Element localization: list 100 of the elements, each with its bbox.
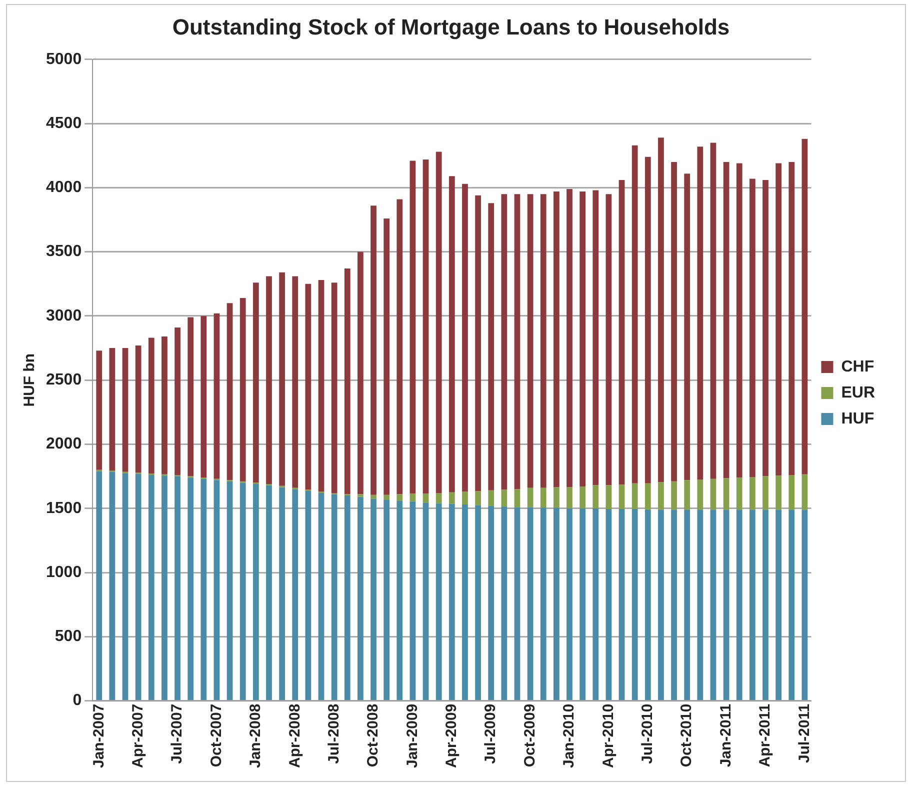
- bar: [527, 488, 534, 508]
- bar: [736, 510, 742, 700]
- bar: [697, 510, 704, 700]
- bar: [749, 476, 756, 510]
- bar: [214, 313, 220, 479]
- bar: [788, 510, 795, 700]
- bar: [226, 481, 233, 700]
- bar: [358, 252, 364, 494]
- bar: [553, 508, 560, 700]
- bar: [331, 282, 338, 493]
- bar: [214, 480, 220, 700]
- x-tick-label: Apr-2010: [600, 704, 617, 768]
- y-tick-label: 500: [54, 628, 82, 646]
- bar: [188, 478, 194, 700]
- bar: [475, 505, 481, 700]
- bar: [723, 162, 730, 478]
- bar: [318, 280, 324, 492]
- x-tick-label: Jul-2007: [168, 704, 186, 764]
- bar: [580, 192, 586, 487]
- bar: [632, 509, 638, 700]
- bar: [802, 138, 808, 474]
- x-tick-label: Jul-2009: [482, 704, 500, 764]
- bar: [788, 162, 795, 476]
- x-tick-label: Oct-2010: [678, 704, 696, 768]
- bar: [162, 476, 168, 700]
- bar: [776, 163, 782, 476]
- x-tick-label: Apr-2011: [756, 704, 774, 768]
- bar: [422, 159, 429, 494]
- bar: [580, 486, 586, 508]
- bar: [384, 500, 390, 700]
- bar: [96, 350, 102, 470]
- bar: [448, 504, 455, 700]
- bar: [122, 473, 128, 700]
- x-tick-label: Apr-2009: [443, 704, 460, 768]
- bar: [266, 276, 272, 484]
- bar: [671, 481, 677, 510]
- bar: [410, 501, 416, 700]
- y-tick-label: 1500: [46, 500, 82, 517]
- bar: [436, 152, 442, 493]
- bar: [174, 476, 180, 700]
- x-tick-label: Jan-2007: [90, 704, 108, 768]
- bar: [266, 485, 272, 700]
- bar: [135, 345, 142, 472]
- x-tick-label: Oct-2007: [208, 704, 225, 768]
- bar: [736, 478, 742, 510]
- bar: [396, 494, 403, 501]
- y-tick-label: 0: [72, 692, 82, 710]
- bar: [592, 485, 599, 508]
- bar: [501, 490, 508, 506]
- bar: [618, 484, 625, 510]
- bar: [358, 494, 364, 497]
- bar: [292, 489, 298, 700]
- bar: [749, 510, 756, 700]
- bar: [606, 509, 612, 700]
- bar: [671, 162, 677, 482]
- bar: [240, 482, 246, 700]
- bar: [710, 478, 716, 510]
- legend-label: HUF: [841, 410, 874, 428]
- bar: [370, 494, 376, 499]
- bar: [632, 145, 638, 484]
- bar: [305, 491, 312, 700]
- bar: [462, 184, 468, 492]
- x-tick-label: Jan-2009: [404, 704, 421, 768]
- bar: [540, 194, 546, 488]
- bar: [540, 488, 546, 508]
- bar: [580, 508, 586, 700]
- bar: [448, 176, 455, 492]
- bar: [762, 180, 768, 476]
- bar: [475, 491, 481, 506]
- x-tick-label: Jul-2010: [639, 704, 656, 764]
- y-tick-label: 2500: [46, 372, 82, 388]
- x-tick-label: Apr-2007: [129, 704, 146, 768]
- bar: [162, 336, 168, 474]
- x-tick-label: Jul-2011: [796, 704, 813, 764]
- bar: [410, 160, 416, 494]
- bar: [488, 506, 494, 700]
- bar: [384, 218, 390, 495]
- bar: [632, 483, 638, 510]
- bar: [776, 510, 782, 700]
- bar: [396, 500, 403, 700]
- bar: [240, 298, 246, 482]
- legend-label: EUR: [841, 384, 876, 402]
- bar: [135, 474, 142, 700]
- y-tick-label: 3000: [46, 307, 82, 324]
- bar: [436, 492, 442, 504]
- y-axis-title: HUF bn: [21, 353, 38, 407]
- bar: [684, 174, 690, 480]
- bar: [723, 510, 730, 700]
- chart-title: Outstanding Stock of Mortgage Loans to Households: [172, 14, 730, 40]
- bar: [422, 494, 429, 503]
- bar: [618, 180, 625, 485]
- bar: [553, 192, 560, 488]
- bar: [109, 348, 116, 471]
- bar: [422, 502, 429, 700]
- x-tick-label: Apr-2008: [286, 704, 304, 768]
- bar: [252, 282, 259, 483]
- bar: [370, 206, 376, 495]
- bar: [684, 510, 690, 700]
- y-tick-label: 3500: [46, 243, 82, 260]
- bar: [148, 338, 154, 474]
